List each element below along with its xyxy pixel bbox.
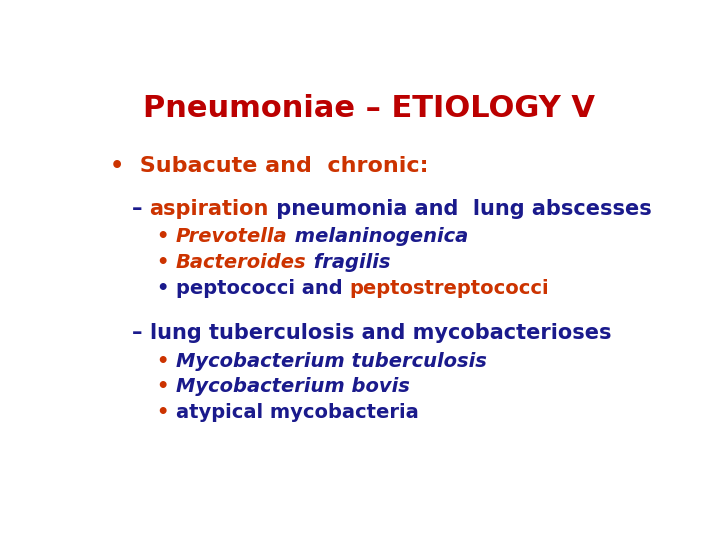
Text: Pneumoniae – ETIOLOGY V: Pneumoniae – ETIOLOGY V xyxy=(143,94,595,123)
Text: melaninogenica: melaninogenica xyxy=(288,227,468,246)
Text: peptostreptococci: peptostreptococci xyxy=(349,279,549,298)
Text: Mycobacterium tuberculosis: Mycobacterium tuberculosis xyxy=(176,352,487,370)
Text: Mycobacterium bovis: Mycobacterium bovis xyxy=(176,377,410,396)
Text: •: • xyxy=(157,352,176,370)
Text: •  Subacute and  chronic:: • Subacute and chronic: xyxy=(109,156,428,176)
Text: peptococci and: peptococci and xyxy=(176,279,349,298)
Text: lung tuberculosis and mycobacterioses: lung tuberculosis and mycobacterioses xyxy=(150,323,611,343)
Text: atypical mycobacteria: atypical mycobacteria xyxy=(176,403,419,422)
Text: aspiration: aspiration xyxy=(150,199,269,219)
Text: Prevotella: Prevotella xyxy=(176,227,288,246)
Text: •: • xyxy=(157,227,176,246)
Text: •: • xyxy=(157,253,176,272)
Text: •: • xyxy=(157,377,176,396)
Text: –: – xyxy=(132,199,150,219)
Text: Bacteroides: Bacteroides xyxy=(176,253,307,272)
Text: pneumonia and  lung abscesses: pneumonia and lung abscesses xyxy=(269,199,652,219)
Text: –: – xyxy=(132,323,150,343)
Text: •: • xyxy=(157,279,176,298)
Text: fragilis: fragilis xyxy=(307,253,390,272)
Text: •: • xyxy=(157,403,176,422)
